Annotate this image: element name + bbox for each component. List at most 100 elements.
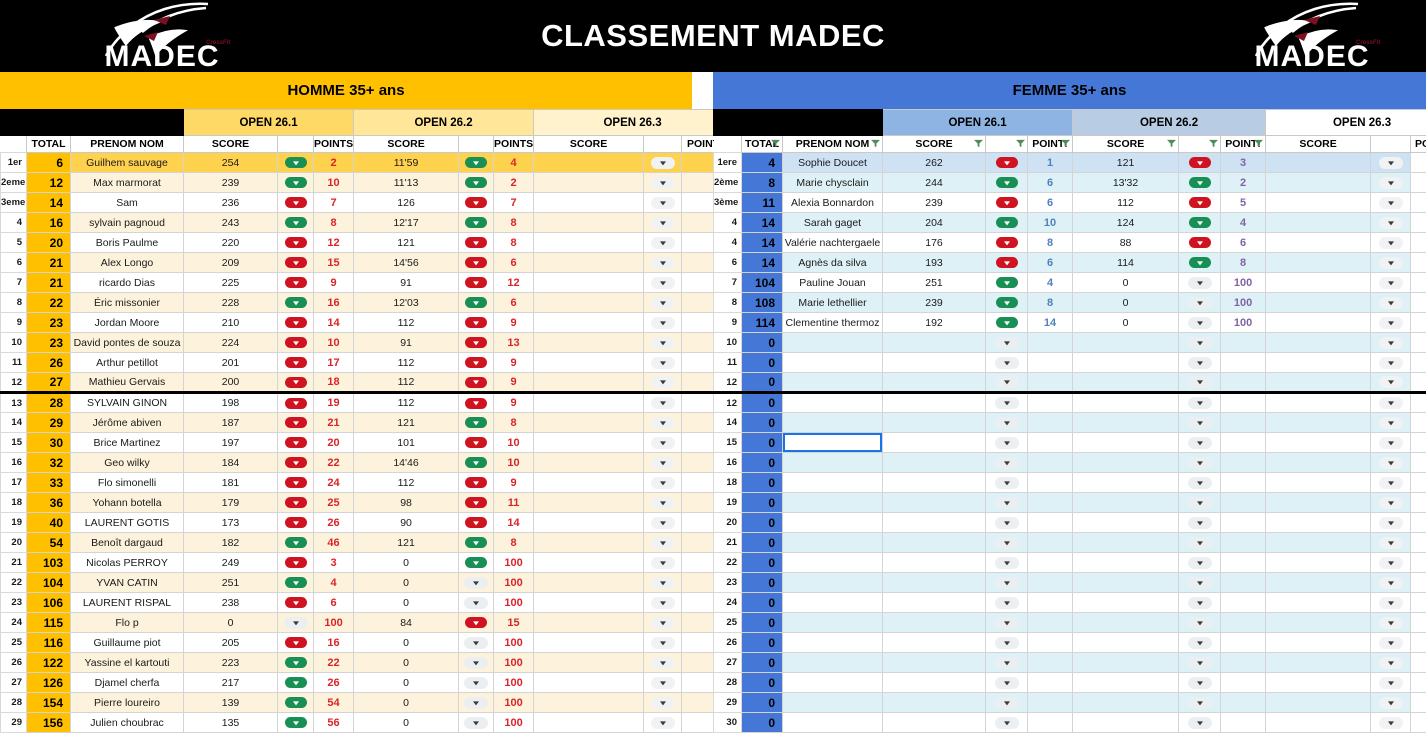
dropdown-arrow-icon[interactable] (464, 596, 489, 609)
row-dropdown-3[interactable] (643, 532, 683, 553)
women-col-rank[interactable] (713, 135, 742, 153)
row-dropdown-1[interactable] (277, 332, 315, 353)
dropdown-arrow-icon[interactable] (1188, 217, 1211, 229)
row-score-1[interactable]: 0 (183, 612, 279, 633)
dropdown-arrow-icon[interactable] (995, 197, 1018, 209)
row-score-2[interactable] (1072, 532, 1180, 553)
table-row[interactable]: 28 0 (713, 672, 1426, 693)
table-row[interactable]: 22 104 YVAN CATIN 251 4 0 100 (0, 572, 733, 593)
row-score-3[interactable] (1265, 192, 1372, 213)
dropdown-arrow-icon[interactable] (994, 636, 1019, 649)
row-dropdown-1[interactable] (277, 372, 315, 394)
row-score-1[interactable]: 223 (183, 652, 279, 673)
dropdown-arrow-icon[interactable] (650, 397, 675, 410)
dropdown-arrow-icon[interactable] (284, 157, 307, 169)
row-score-2[interactable]: 112 (353, 392, 460, 413)
filter-icon[interactable] (1209, 139, 1219, 148)
dropdown-arrow-icon[interactable] (284, 597, 307, 609)
row-score-1[interactable] (882, 632, 987, 653)
dropdown-arrow-icon[interactable] (1378, 456, 1403, 469)
row-dropdown-1[interactable] (277, 172, 315, 193)
dropdown-arrow-icon[interactable] (1378, 636, 1403, 649)
dropdown-arrow-icon[interactable] (650, 536, 675, 549)
row-dropdown-1[interactable] (985, 492, 1029, 513)
row-score-3[interactable] (1265, 572, 1372, 593)
row-dropdown-3[interactable] (643, 212, 683, 233)
row-name[interactable]: Marie chysclain (781, 172, 884, 193)
row-score-1[interactable] (882, 452, 987, 473)
dropdown-arrow-icon[interactable] (995, 297, 1018, 309)
dropdown-arrow-icon[interactable] (284, 257, 307, 269)
table-row[interactable]: 29 156 Julien choubrac 135 56 0 100 (0, 712, 733, 733)
row-score-1[interactable]: 220 (183, 232, 279, 253)
table-row[interactable]: 11 0 (713, 352, 1426, 373)
row-score-2[interactable] (1072, 652, 1180, 673)
dropdown-arrow-icon[interactable] (465, 437, 488, 449)
dropdown-arrow-icon[interactable] (1378, 516, 1403, 529)
women-col-points-3[interactable]: POINTS (1410, 135, 1426, 153)
dropdown-arrow-icon[interactable] (284, 277, 307, 289)
row-score-2[interactable] (1072, 632, 1180, 653)
dropdown-arrow-icon[interactable] (994, 496, 1019, 509)
row-score-3[interactable] (533, 172, 645, 193)
row-score-3[interactable] (1265, 512, 1372, 533)
row-name[interactable]: Flo simonelli (69, 472, 185, 493)
row-score-1[interactable]: 244 (882, 172, 987, 193)
row-dropdown-1[interactable] (277, 152, 315, 173)
row-score-1[interactable] (882, 392, 987, 413)
dropdown-arrow-icon[interactable] (284, 357, 307, 369)
dropdown-arrow-icon[interactable] (995, 257, 1018, 269)
dropdown-arrow-icon[interactable] (650, 576, 675, 589)
row-dropdown-2[interactable] (1178, 172, 1222, 193)
row-dropdown-1[interactable] (277, 292, 315, 313)
row-score-2[interactable]: 0 (353, 632, 460, 653)
dropdown-arrow-icon[interactable] (994, 356, 1019, 369)
dropdown-arrow-icon[interactable] (1378, 696, 1403, 709)
row-dropdown-1[interactable] (985, 432, 1029, 453)
dropdown-arrow-icon[interactable] (284, 477, 307, 489)
row-score-2[interactable]: 112 (353, 472, 460, 493)
dropdown-arrow-icon[interactable] (650, 716, 675, 729)
table-row[interactable]: 12 0 (713, 372, 1426, 394)
row-score-3[interactable] (533, 252, 645, 273)
row-dropdown-2[interactable] (1178, 452, 1222, 473)
row-dropdown-2[interactable] (458, 332, 495, 353)
dropdown-arrow-icon[interactable] (1378, 216, 1403, 229)
row-score-2[interactable]: 11'59 (353, 152, 460, 173)
table-row[interactable]: 9 23 Jordan Moore 210 14 112 9 (0, 312, 733, 333)
table-row[interactable]: 2eme 12 Max marmorat 239 10 11'13 2 (0, 172, 733, 193)
women-col-ctrl-1[interactable] (985, 135, 1029, 153)
dropdown-arrow-icon[interactable] (1378, 336, 1403, 349)
row-dropdown-3[interactable] (1370, 672, 1412, 693)
row-dropdown-2[interactable] (1178, 152, 1222, 173)
row-score-1[interactable]: 239 (882, 292, 987, 313)
dropdown-arrow-icon[interactable] (465, 197, 488, 209)
dropdown-arrow-icon[interactable] (650, 616, 675, 629)
dropdown-arrow-icon[interactable] (284, 497, 307, 509)
row-score-3[interactable] (1265, 272, 1372, 293)
row-score-2[interactable]: 13'32 (1072, 172, 1180, 193)
row-name[interactable] (781, 412, 884, 433)
row-dropdown-2[interactable] (1178, 412, 1222, 433)
row-score-3[interactable] (1265, 352, 1372, 373)
dropdown-arrow-icon[interactable] (650, 476, 675, 489)
row-score-3[interactable] (533, 352, 645, 373)
row-score-3[interactable] (1265, 212, 1372, 233)
dropdown-arrow-icon[interactable] (465, 457, 488, 469)
row-score-2[interactable]: 121 (1072, 152, 1180, 173)
row-name[interactable] (781, 712, 884, 733)
filter-icon[interactable] (1254, 139, 1264, 148)
dropdown-arrow-icon[interactable] (465, 617, 488, 629)
row-score-1[interactable]: 204 (882, 212, 987, 233)
table-row[interactable]: 8 22 Éric missonier 228 16 12'03 6 (0, 292, 733, 313)
row-score-3[interactable] (533, 372, 645, 394)
row-dropdown-2[interactable] (1178, 572, 1222, 593)
dropdown-arrow-icon[interactable] (994, 456, 1019, 469)
dropdown-arrow-icon[interactable] (650, 556, 675, 569)
row-dropdown-2[interactable] (1178, 352, 1222, 373)
row-name[interactable]: Benoît dargaud (69, 532, 185, 553)
dropdown-arrow-icon[interactable] (1378, 236, 1403, 249)
row-name[interactable] (781, 372, 884, 394)
dropdown-arrow-icon[interactable] (1187, 296, 1212, 309)
row-dropdown-1[interactable] (985, 172, 1029, 193)
